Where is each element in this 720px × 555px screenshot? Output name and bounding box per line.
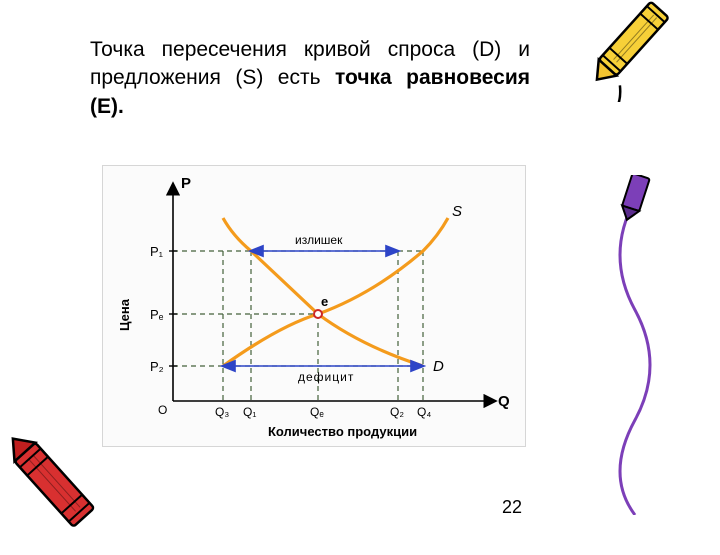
Q-label: Q [498, 393, 510, 410]
Pe-label: Pₑ [150, 307, 164, 322]
S-label: S [452, 203, 462, 220]
Qe-label: Qₑ [310, 405, 324, 419]
P-label: P [181, 175, 191, 192]
origin-label: O [158, 403, 167, 417]
ylabel: Цена [117, 298, 132, 331]
Q4-label: Q₄ [417, 405, 431, 419]
Q1-label: Q₁ [243, 405, 256, 419]
crayon-yellow-icon [582, 0, 692, 102]
e-label: e [321, 294, 328, 309]
surplus-label: излишек [295, 233, 343, 247]
deficit-label: дефицит [298, 370, 354, 384]
crayon-red-icon [0, 415, 130, 555]
P2-label: P₂ [150, 359, 164, 374]
slide-title: Точка пересечения кривой спроса (D) и пр… [90, 36, 530, 121]
Q3-label: Q₃ [215, 405, 229, 419]
chart-labels: P Q O P₁ Pₑ P₂ Q₃ Q₁ Qₑ Q₂ Q₄ S D e изли… [117, 175, 510, 439]
equilibrium-chart: P Q O P₁ Pₑ P₂ Q₃ Q₁ Qₑ Q₂ Q₄ S D e изли… [102, 165, 526, 447]
page-number: 22 [502, 497, 522, 518]
equilibrium-point [314, 310, 322, 318]
D-label: D [433, 358, 444, 375]
P1-label: P₁ [150, 244, 164, 259]
crayon-purple-icon [580, 175, 690, 515]
Q2-label: Q₂ [390, 405, 404, 419]
chart-svg: P Q O P₁ Pₑ P₂ Q₃ Q₁ Qₑ Q₂ Q₄ S D e изли… [103, 166, 525, 446]
xlabel: Количество продукции [268, 424, 417, 439]
squiggle-line [620, 200, 650, 515]
